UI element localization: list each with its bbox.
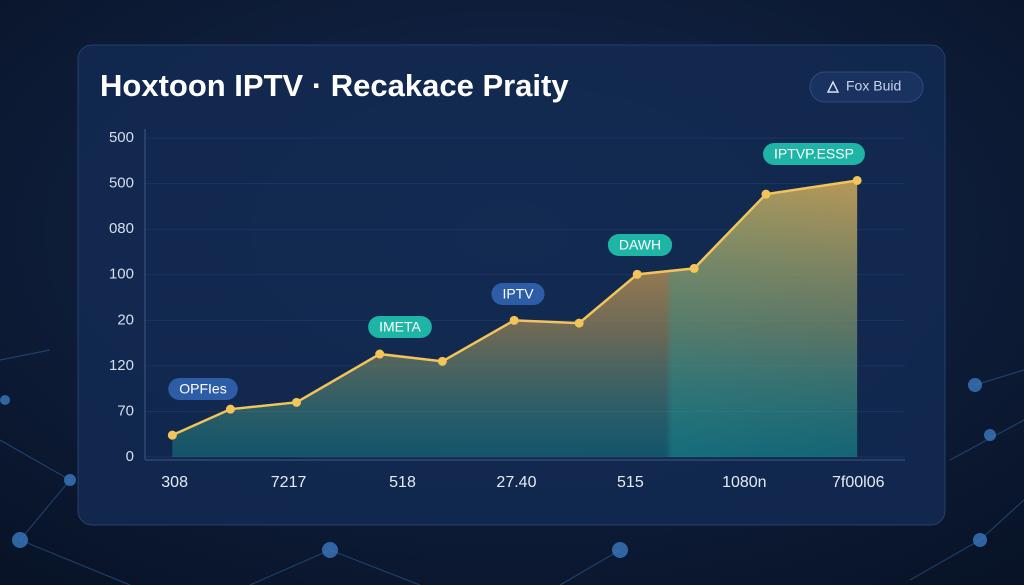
x-tick-label: 308: [161, 474, 188, 491]
annotation-pill: [607, 234, 673, 256]
chart-title: Hoxtoon IPTV · Recakace Praity: [100, 68, 569, 103]
annotation: OPFIes: [168, 378, 238, 400]
x-tick-label: 515: [617, 474, 644, 491]
annotation-pill: [368, 316, 432, 338]
annotation-label: IPTVP.ESSP: [774, 146, 854, 162]
network-nodes: [0, 378, 996, 558]
annotation: IPTV: [491, 283, 545, 305]
point: [375, 349, 385, 359]
x-tick-label: 518: [389, 474, 416, 491]
y-tick-label: 080: [109, 220, 134, 237]
x-tick-label: 7217: [271, 474, 307, 491]
y-tick-label: 0: [126, 448, 134, 465]
y-tick-label: 70: [117, 402, 134, 419]
point: [689, 263, 699, 273]
point: [225, 404, 235, 414]
annotation: DAWH: [607, 234, 673, 256]
y-tick-label: 120: [109, 357, 134, 374]
annotation: IMETA: [368, 316, 432, 338]
point: [852, 175, 862, 185]
x-tick-label: 1080n: [722, 474, 767, 491]
annotation-pill: [763, 143, 865, 165]
button[interactable]: [809, 71, 924, 103]
point: [632, 269, 642, 279]
point: [167, 430, 177, 440]
point: [761, 189, 771, 199]
x-tick-label: 27.40: [496, 474, 536, 491]
annotation-pill: [168, 378, 238, 400]
x-tick-label: 7f00l06: [832, 474, 885, 491]
button-label[interactable]: Fox Buid: [846, 78, 901, 94]
annotation-label: DAWH: [619, 237, 661, 253]
point: [292, 397, 302, 407]
annotation-label: OPFIes: [179, 381, 226, 397]
y-tick-label: 500: [109, 175, 134, 192]
y-tick-label: 100: [109, 266, 134, 283]
annotation-pill: [491, 283, 545, 305]
annotation-label: IMETA: [379, 319, 421, 335]
network-decoration: [0, 349, 1024, 585]
area-tint: [172, 180, 858, 457]
plot: 0 70 120 20 100 080 500 500 308 7217 518 27.40 515 10…: [109, 129, 905, 491]
point: [509, 315, 519, 325]
annotation: IPTVP.ESSP: [763, 143, 865, 165]
annotation-label: IPTV: [502, 286, 534, 302]
button-icon: [826, 80, 840, 93]
point: [574, 318, 584, 328]
y-tick-label: 20: [117, 311, 134, 328]
point: [437, 356, 447, 366]
y-tick-label: 500: [109, 129, 134, 146]
